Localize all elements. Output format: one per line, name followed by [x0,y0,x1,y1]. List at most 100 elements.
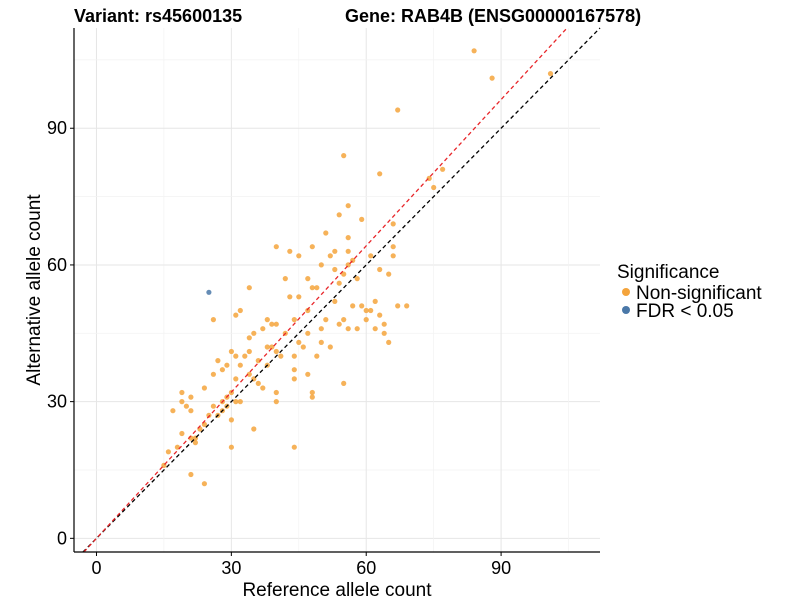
point-nonsignificant [273,348,279,355]
point-nonsignificant [255,380,261,386]
point-nonsignificant [201,385,207,391]
point-nonsignificant [273,244,279,250]
point-nonsignificant [273,399,279,405]
point-nonsignificant [201,481,207,487]
point-nonsignificant [431,184,437,191]
point-nonsignificant [251,426,257,432]
point-nonsignificant [296,339,302,345]
point-nonsignificant [179,389,185,396]
point-nonsignificant [309,389,315,396]
point-nonsignificant [305,307,311,314]
point-nonsignificant [305,276,311,282]
point-nonsignificant [318,339,324,345]
point-nonsignificant [260,385,266,391]
point-nonsignificant [336,321,342,327]
point-nonsignificant [359,303,365,309]
point-nonsignificant [210,371,216,377]
point-nonsignificant [345,203,351,209]
point-nonsignificant [296,253,302,259]
point-nonsignificant [260,326,266,332]
point-nonsignificant [341,380,347,386]
point-nonsignificant [377,171,383,177]
point-nonsignificant [224,362,230,368]
point-fdr [206,289,212,295]
point-nonsignificant [179,430,185,437]
legend-title: Significance [617,262,719,283]
point-nonsignificant [359,216,365,222]
point-nonsignificant [237,399,243,405]
point-nonsignificant [386,271,392,277]
legend-label-nonsignificant: Non-significant [636,283,762,304]
y-tick-label: 90 [47,118,67,138]
point-nonsignificant [305,330,311,336]
point-nonsignificant [440,166,446,172]
point-nonsignificant [336,280,342,286]
point-nonsignificant [215,358,221,364]
y-tick-label: 0 [57,528,67,548]
point-nonsignificant [341,271,347,277]
point-nonsignificant [228,444,234,450]
point-nonsignificant [273,321,279,327]
x-tick-label: 90 [491,558,511,578]
point-nonsignificant [341,317,347,323]
point-nonsignificant [291,353,297,359]
point-nonsignificant [318,262,324,268]
point-nonsignificant [332,266,338,273]
point-nonsignificant [372,326,378,332]
point-nonsignificant [192,440,198,446]
point-nonsignificant [377,266,383,273]
point-nonsignificant [269,344,275,350]
point-nonsignificant [188,408,194,414]
point-nonsignificant [188,394,194,400]
point-nonsignificant [206,412,212,418]
point-nonsignificant [377,312,383,318]
point-nonsignificant [390,244,396,250]
point-nonsignificant [345,326,351,332]
point-nonsignificant [309,285,315,291]
point-nonsignificant [246,348,252,355]
point-nonsignificant [336,212,342,218]
point-nonsignificant [363,317,369,323]
point-nonsignificant [228,348,234,355]
point-nonsignificant [345,248,351,254]
axes [73,28,600,553]
point-nonsignificant [332,298,338,304]
point-nonsignificant [287,294,293,300]
point-nonsignificant [242,353,248,359]
reference-line-identity [82,27,601,553]
title-variant: Variant: rs45600135 [74,6,242,26]
point-nonsignificant [237,307,243,314]
reference-lines [82,27,601,553]
legend-swatch-fdr [622,306,630,314]
point-nonsignificant [269,321,275,327]
point-nonsignificant [345,235,351,241]
reference-line-fit [83,27,568,553]
point-nonsignificant [251,330,257,336]
point-nonsignificant [255,358,261,364]
point-nonsignificant [390,253,396,259]
point-nonsignificant [547,71,554,77]
point-nonsignificant [296,294,302,300]
x-tick-label: 60 [356,558,376,578]
x-tick-label: 0 [91,558,101,578]
point-nonsignificant [332,248,338,254]
point-nonsignificant [309,244,315,250]
x-tick-label: 30 [221,558,241,578]
point-nonsignificant [233,376,239,382]
point-nonsignificant [183,403,189,409]
point-nonsignificant [264,344,270,350]
point-nonsignificant [282,276,288,282]
point-nonsignificant [314,353,320,359]
point-nonsignificant [381,321,387,327]
point-nonsignificant [170,408,176,414]
point-nonsignificant [314,285,320,291]
y-axis-title: Alternative allele count [24,194,45,386]
point-nonsignificant [323,317,329,323]
point-nonsignificant [291,367,297,373]
axis-ticks: 0 30 60 90 0 30 60 90 [47,118,511,578]
point-nonsignificant [165,449,171,455]
title-gene: Gene: RAB4B (ENSG00000167578) [345,6,641,26]
point-nonsignificant [386,339,392,345]
grid [74,28,600,552]
